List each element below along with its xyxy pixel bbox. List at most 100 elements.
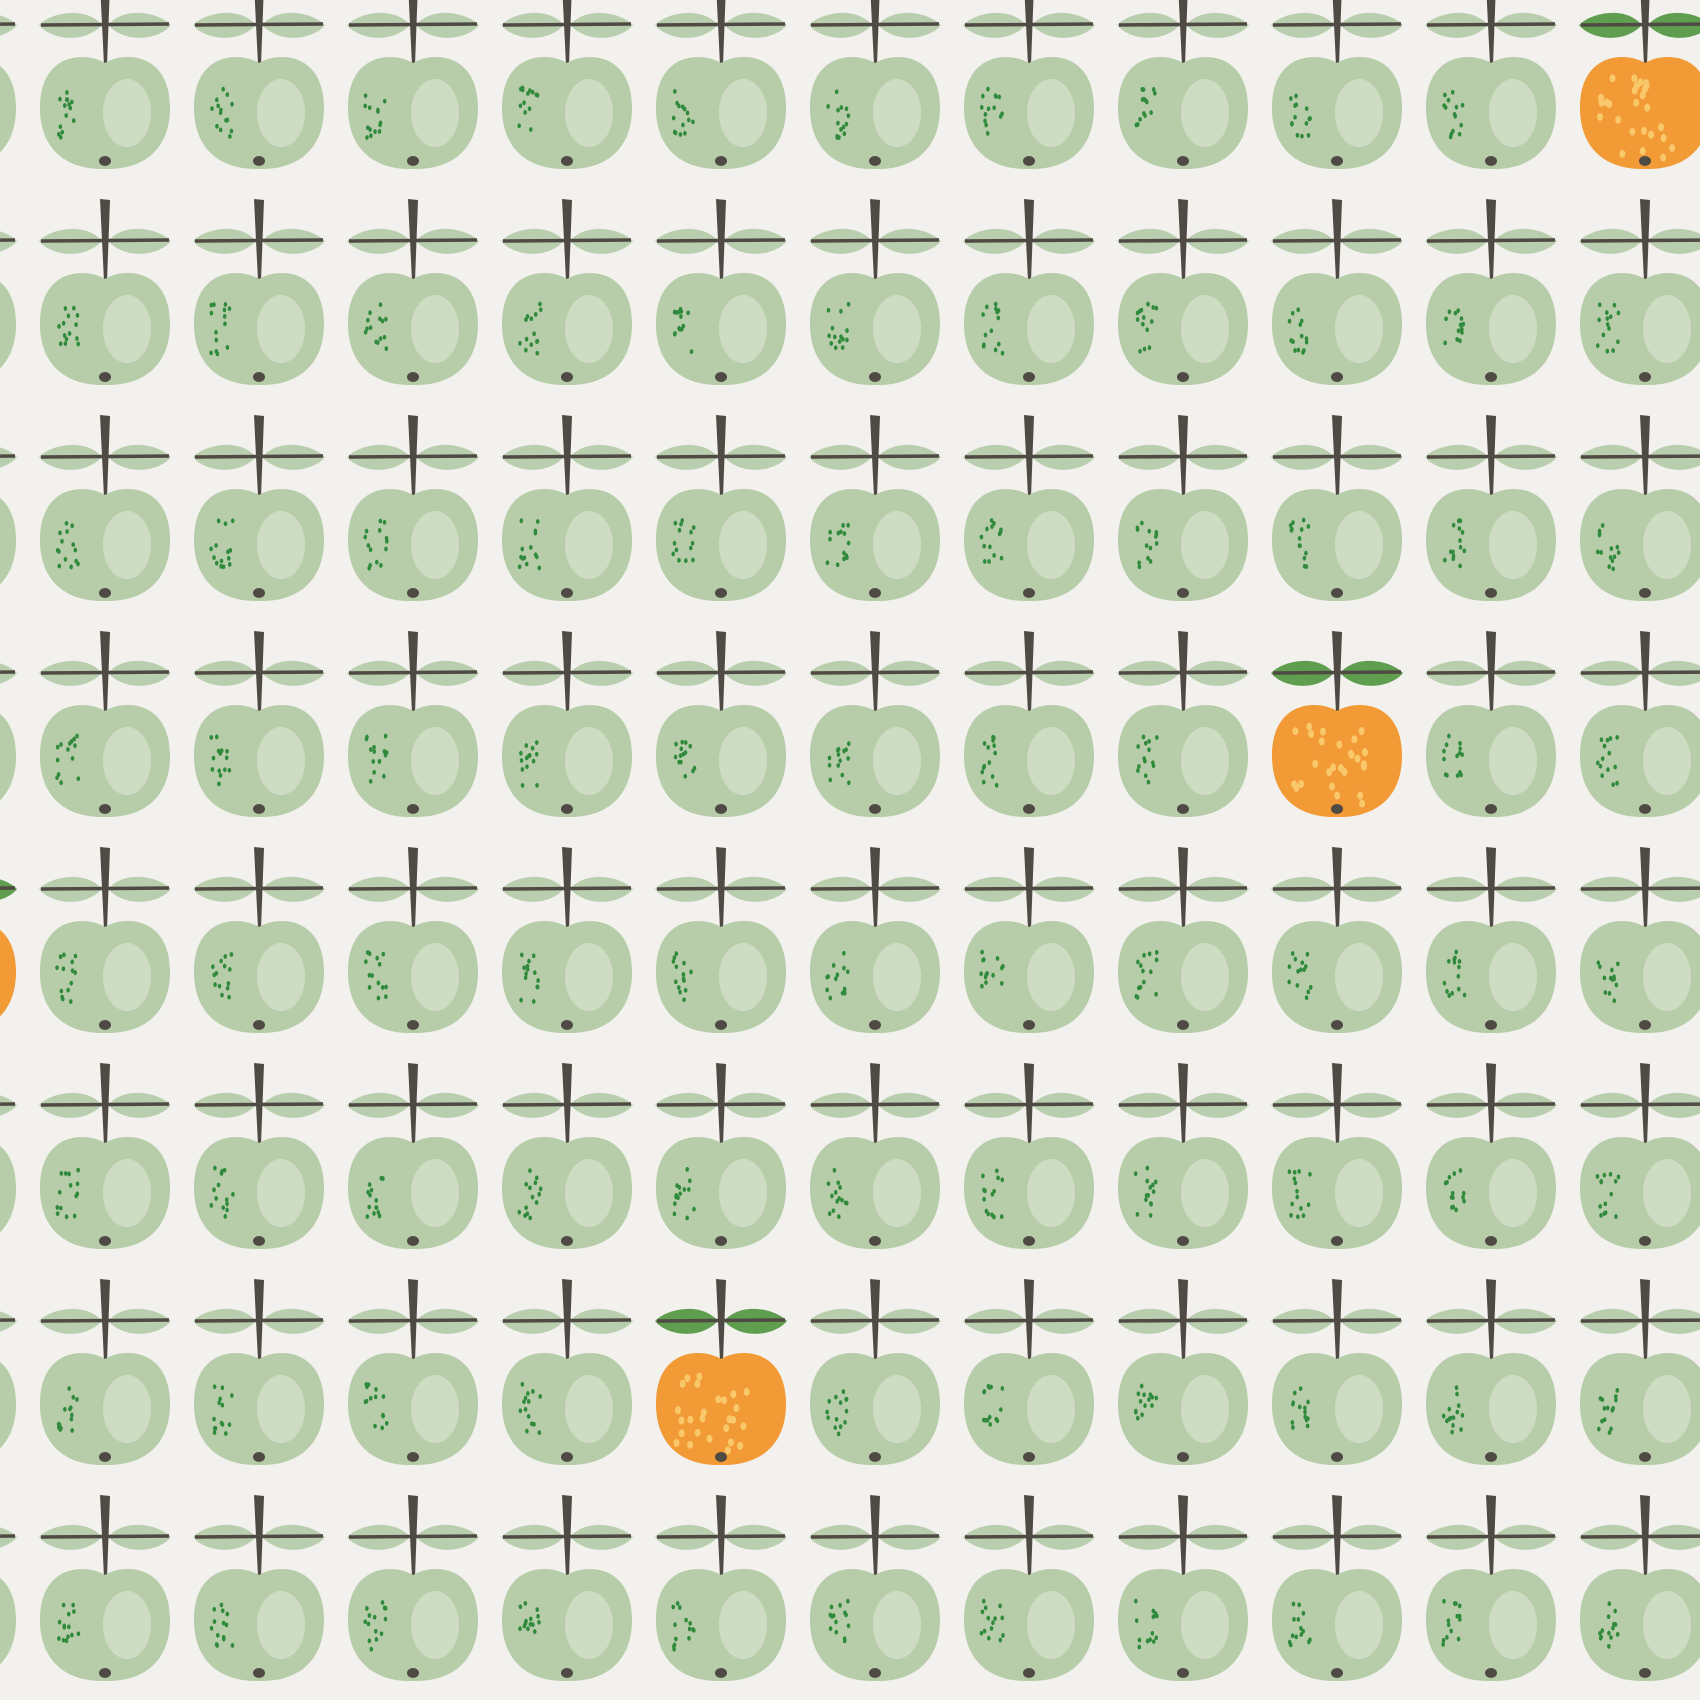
stem (1640, 0, 1650, 65)
apple-speckle (840, 990, 845, 996)
apple-speckle (61, 1602, 66, 1608)
apple-speckle (1298, 1386, 1303, 1392)
apple-speckle (1136, 768, 1140, 773)
apple-speckle (59, 1205, 63, 1211)
apple-speckle (72, 736, 76, 742)
stem (254, 1279, 264, 1361)
apple-highlight (1027, 511, 1075, 579)
apple-speckle (1138, 348, 1142, 354)
apple-speckle (984, 980, 988, 985)
apple-speckle (1137, 564, 1142, 570)
apple-speckle (223, 301, 228, 307)
apple-speckle (524, 1205, 528, 1211)
apple-speckle (1297, 1602, 1301, 1608)
green-apple (1117, 0, 1249, 170)
green-apple (501, 199, 633, 386)
apple-speckle (219, 1171, 224, 1176)
apple-speckle (1455, 337, 1459, 342)
apple-speckle (683, 987, 688, 993)
apple-speckle (841, 336, 845, 342)
apple-speckle (1457, 750, 1462, 756)
apple-highlight (719, 943, 767, 1011)
apple-speckle (1290, 1633, 1295, 1639)
apple-highlight (1335, 511, 1383, 579)
apple-speckle (368, 1395, 373, 1401)
green-apple (193, 847, 325, 1034)
apple-speckle (375, 955, 379, 961)
apple-bottom (715, 804, 727, 814)
apple-speckle (1142, 346, 1147, 352)
apple-speckle (983, 111, 988, 117)
apple-speckle (980, 949, 984, 955)
apple-speckle (1138, 1398, 1143, 1404)
stem (716, 0, 726, 65)
apple-bottom (407, 588, 419, 598)
apple-speckle (525, 963, 530, 969)
apple-speckle (1290, 526, 1294, 532)
apple-speckle (73, 970, 78, 976)
apple-dot (1615, 115, 1622, 124)
apple-speckle (979, 105, 984, 110)
green-apple (1425, 0, 1557, 170)
apple-speckle (996, 1175, 1000, 1181)
apple-speckle (838, 1185, 842, 1190)
apple-speckle (213, 1165, 217, 1171)
apple-speckle (831, 962, 836, 968)
apple-speckle (1443, 340, 1447, 346)
apple-speckle (1151, 760, 1155, 766)
apple-speckle (1000, 1615, 1005, 1621)
apple-speckle (384, 546, 388, 552)
apple-speckle (365, 1214, 370, 1219)
green-apple (963, 631, 1095, 818)
apple-bottom (715, 372, 727, 382)
apple-speckle (989, 328, 994, 334)
apple-speckle (522, 1399, 526, 1405)
apple-speckle (672, 540, 677, 546)
apple-speckle (674, 1194, 678, 1200)
apple-speckle (224, 755, 229, 761)
apple-speckle (998, 1637, 1003, 1643)
apple-dot (737, 1441, 744, 1450)
apple-speckle (1453, 310, 1458, 316)
apple-speckle (381, 1394, 386, 1399)
apple-speckle (1457, 958, 1462, 964)
apple-speckle (519, 750, 523, 756)
apple-bottom (1331, 1452, 1343, 1462)
apple-speckle (373, 1394, 378, 1400)
apple-speckle (1144, 543, 1149, 549)
apple-speckle (1295, 1194, 1300, 1200)
green-apple (501, 415, 633, 602)
stem (1178, 415, 1188, 497)
apple-speckle (215, 351, 220, 357)
apple-speckle (70, 968, 75, 974)
apple-speckle (1142, 979, 1146, 985)
apple-highlight (411, 295, 459, 363)
apple-highlight (1643, 943, 1691, 1011)
apple-speckle (674, 741, 678, 747)
apple-speckle (1608, 555, 1613, 560)
apple-speckle (692, 1206, 696, 1212)
stem (1486, 1495, 1496, 1577)
apple-speckle (992, 553, 996, 558)
stem (254, 0, 264, 65)
apple-speckle (517, 1209, 522, 1215)
apple-speckle (75, 1181, 80, 1187)
apple-speckle (1457, 964, 1461, 970)
orange-apple (655, 1279, 787, 1466)
apple-speckle (834, 976, 838, 982)
apple-speckle (981, 93, 985, 99)
apple-highlight (1489, 1591, 1537, 1659)
apple-highlight (1027, 1375, 1075, 1443)
apple-speckle (366, 1621, 371, 1627)
apple-bottom (253, 1452, 265, 1462)
apple-speckle (76, 1167, 80, 1173)
apple-speckle (1611, 348, 1615, 353)
apple-highlight (1027, 295, 1075, 363)
apple-dot (1640, 126, 1647, 135)
apple-speckle (687, 1635, 691, 1641)
green-apple (39, 847, 171, 1034)
apple-speckle (1460, 1412, 1465, 1418)
apple-speckle (60, 538, 64, 544)
apple-bottom (407, 1452, 419, 1462)
apple-speckle (64, 1638, 69, 1644)
